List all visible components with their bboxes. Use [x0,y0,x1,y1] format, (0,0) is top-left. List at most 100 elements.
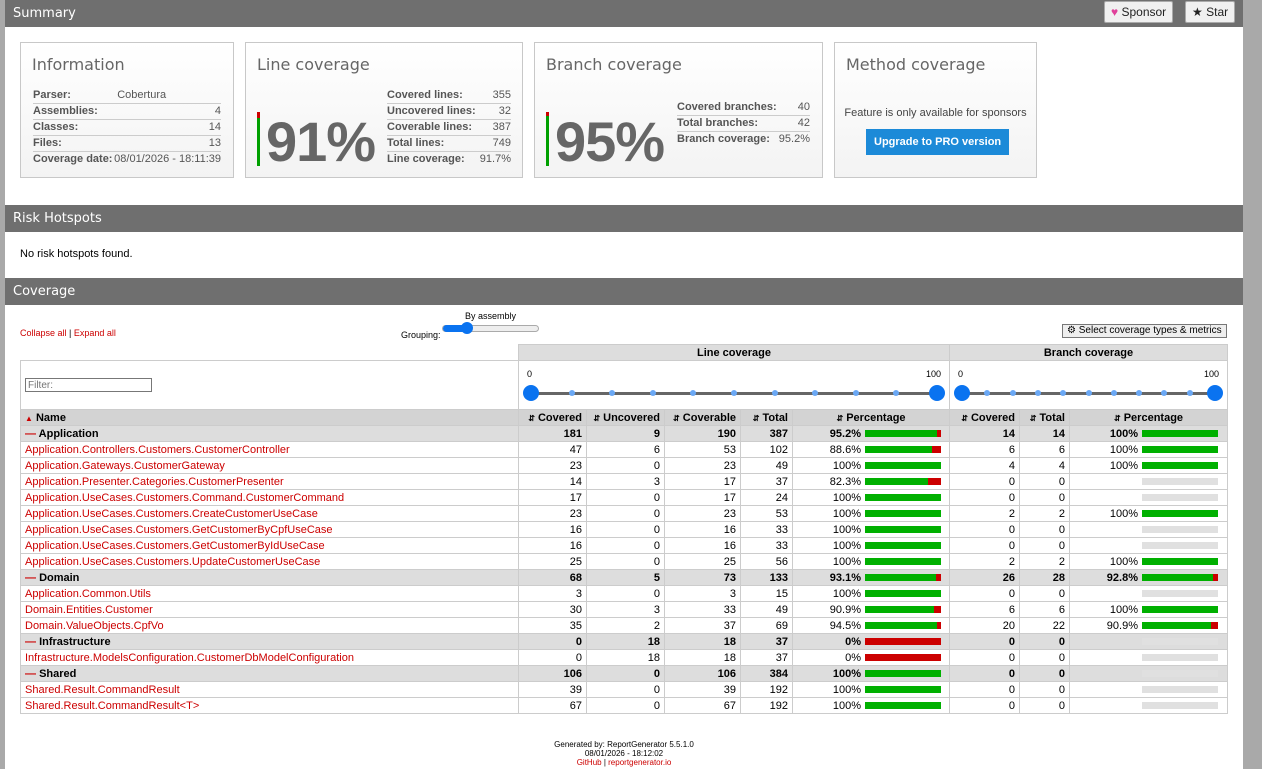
branch-percentage-cell: 100% [1069,457,1228,474]
star-button[interactable]: ★ Star [1185,1,1236,23]
class-link[interactable]: Application.UseCases.Customers.UpdateCus… [25,555,321,568]
coverage-title: Coverage [13,284,76,299]
collapse-all-link[interactable]: Collapse all [20,328,67,338]
branch-percentage-cell [1069,585,1228,602]
upgrade-pro-button[interactable]: Upgrade to PRO version [866,129,1010,155]
covered-cell: 106 [518,665,587,682]
select-metrics-button[interactable]: ⚙ Select coverage types & metrics [1062,324,1227,338]
assembly-row[interactable]: — Shared 106 0 106 384 100% 0 0 [20,665,1228,682]
branch-coverage-range-slider[interactable]: 0 100 [949,360,1228,410]
class-link[interactable]: Application.UseCases.Customers.GetCustom… [25,523,333,536]
line-coverage-range-slider[interactable]: 0 100 [518,360,950,410]
summary-row: Covered lines: 355 [387,87,511,104]
coverable-cell: 53 [664,441,741,458]
column-header-total[interactable]: ⇵ Total [1019,409,1070,426]
column-header-name[interactable]: ▲ Name [20,409,519,426]
column-header-uncovered[interactable]: ⇵ Uncovered [586,409,665,426]
percentage-cell: 100% [792,537,950,554]
collapse-icon[interactable]: — [25,667,36,680]
class-row[interactable]: Application.Controllers.Customers.Custom… [20,441,1228,458]
class-row[interactable]: Domain.Entities.Customer 30 3 33 49 90.9… [20,601,1228,618]
class-row[interactable]: Application.UseCases.Customers.GetCustom… [20,537,1228,554]
class-link[interactable]: Domain.Entities.Customer [25,603,153,616]
covered-cell: 35 [518,617,587,634]
class-link[interactable]: Shared.Result.CommandResult<T> [25,699,200,712]
class-row[interactable]: Application.UseCases.Customers.UpdateCus… [20,553,1228,570]
slider-max-handle[interactable] [1207,385,1223,401]
class-row[interactable]: Application.UseCases.Customers.CreateCus… [20,505,1228,522]
grouping-slider[interactable] [442,322,539,334]
class-link[interactable]: Application.Controllers.Customers.Custom… [25,443,290,456]
summary-row: Line coverage: 91.7% [387,151,511,167]
branch-percentage-cell [1069,537,1228,554]
class-row[interactable]: Application.Presenter.Categories.Custome… [20,473,1228,490]
covered-cell: 67 [518,697,587,714]
class-link[interactable]: Application.Common.Utils [25,587,151,600]
branch-total-cell: 0 [1019,585,1070,602]
class-link[interactable]: Application.Gateways.CustomerGateway [25,459,225,472]
summary-value: Cobertura [113,87,221,104]
sponsor-button[interactable]: ♥ Sponsor [1104,1,1174,23]
github-link[interactable]: GitHub [576,758,602,767]
column-header-total[interactable]: ⇵ Total [740,409,793,426]
gear-icon: ⚙ [1067,325,1076,336]
covered-cell: 0 [518,633,587,650]
coverage-bar [1142,542,1218,550]
class-link[interactable]: Application.UseCases.Customers.Command.C… [25,491,345,504]
branch-total-cell: 0 [1019,649,1070,666]
class-row[interactable]: Shared.Result.CommandResult<T> 67 0 67 1… [20,697,1228,714]
class-link[interactable]: Application.UseCases.Customers.GetCustom… [25,539,325,552]
reportgenerator-link[interactable]: reportgenerator.io [608,758,672,767]
percentage-cell: 100% [792,665,950,682]
name-cell: Application.UseCases.Customers.GetCustom… [20,537,519,554]
class-link[interactable]: Shared.Result.CommandResult [25,683,180,696]
class-link[interactable]: Application.UseCases.Customers.CreateCus… [25,507,318,520]
class-row[interactable]: Application.Common.Utils 3 0 3 15 100% 0… [20,585,1228,602]
coverage-bar [865,654,941,662]
grouping-label: Grouping: [401,330,441,340]
coverage-bar [865,510,941,518]
collapse-icon[interactable]: — [25,635,36,648]
branch-total-cell: 6 [1019,441,1070,458]
collapse-icon[interactable]: — [25,571,36,584]
risk-hotspots-message: No risk hotspots found. [20,248,133,260]
column-header-coverable[interactable]: ⇵ Coverable [664,409,741,426]
branch-percentage-cell [1069,697,1228,714]
slider-min-handle[interactable] [954,385,970,401]
class-row[interactable]: Application.UseCases.Customers.GetCustom… [20,521,1228,538]
slider-min-handle[interactable] [523,385,539,401]
total-cell: 387 [740,425,793,442]
assembly-row[interactable]: — Domain 68 5 73 133 93.1% 26 28 92.8% [20,569,1228,586]
class-link[interactable]: Infrastructure.ModelsConfiguration.Custo… [25,651,354,664]
class-row[interactable]: Shared.Result.CommandResult 39 0 39 192 … [20,681,1228,698]
branch-covered-cell: 0 [949,649,1020,666]
class-row[interactable]: Infrastructure.ModelsConfiguration.Custo… [20,649,1228,666]
class-link[interactable]: Domain.ValueObjects.CpfVo [25,619,164,632]
percentage-cell: 0% [792,649,950,666]
column-header-covered[interactable]: ⇵ Covered [518,409,587,426]
branch-covered-cell: 2 [949,505,1020,522]
collapse-icon[interactable]: — [25,427,36,440]
summary-label: Line coverage: [387,153,465,166]
uncovered-cell: 3 [586,473,665,490]
class-row[interactable]: Domain.ValueObjects.CpfVo 35 2 37 69 94.… [20,617,1228,634]
class-link[interactable]: Application.Presenter.Categories.Custome… [25,475,284,488]
filter-input[interactable] [25,378,152,392]
column-header-covered[interactable]: ⇵ Covered [949,409,1020,426]
covered-cell: 16 [518,521,587,538]
column-header-percentage[interactable]: ⇵ Percentage [792,409,950,426]
assembly-row[interactable]: — Infrastructure 0 18 18 37 0% 0 0 [20,633,1228,650]
assembly-row[interactable]: — Application 181 9 190 387 95.2% 14 14 … [20,425,1228,442]
branch-total-cell: 28 [1019,569,1070,586]
branch-covered-cell: 20 [949,617,1020,634]
class-row[interactable]: Application.UseCases.Customers.Command.C… [20,489,1228,506]
branch-percentage-cell: 100% [1069,505,1228,522]
class-row[interactable]: Application.Gateways.CustomerGateway 23 … [20,457,1228,474]
branch-covered-cell: 0 [949,665,1020,682]
summary-row: Assemblies: 4 [33,103,221,120]
expand-all-link[interactable]: Expand all [73,328,116,338]
column-header-percentage[interactable]: ⇵ Percentage [1069,409,1228,426]
summary-row: Files: 13 [33,135,221,152]
slider-max-handle[interactable] [929,385,945,401]
slider-tick [1085,390,1092,396]
